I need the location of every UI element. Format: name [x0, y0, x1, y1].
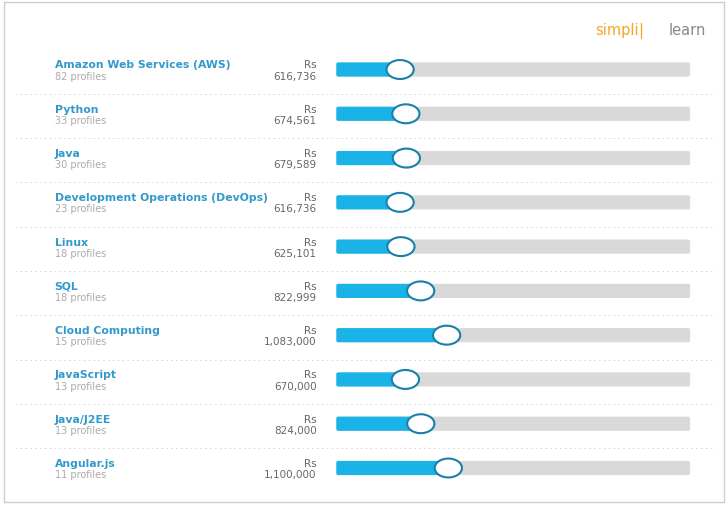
Text: 13 profiles: 13 profiles — [55, 381, 106, 391]
FancyBboxPatch shape — [336, 373, 690, 387]
FancyBboxPatch shape — [336, 461, 451, 475]
Text: Java: Java — [55, 148, 81, 159]
Text: Linux: Linux — [55, 237, 87, 247]
Circle shape — [387, 61, 414, 80]
Text: 625,101: 625,101 — [274, 248, 317, 258]
Text: 674,561: 674,561 — [274, 116, 317, 126]
Text: Angular.js: Angular.js — [55, 458, 115, 468]
FancyBboxPatch shape — [4, 3, 724, 502]
Text: Rs: Rs — [304, 148, 317, 159]
FancyBboxPatch shape — [336, 63, 403, 77]
Text: Amazon Web Services (AWS): Amazon Web Services (AWS) — [55, 60, 230, 70]
Text: 616,736: 616,736 — [274, 204, 317, 214]
Circle shape — [387, 193, 414, 213]
Text: learn: learn — [669, 23, 706, 38]
Circle shape — [433, 326, 460, 345]
Text: 13 profiles: 13 profiles — [55, 425, 106, 435]
Text: 18 profiles: 18 profiles — [55, 248, 106, 258]
Text: 822,999: 822,999 — [274, 292, 317, 302]
Circle shape — [393, 149, 420, 168]
Text: Development Operations (DevOps): Development Operations (DevOps) — [55, 193, 267, 203]
Text: 679,589: 679,589 — [274, 160, 317, 170]
Text: 616,736: 616,736 — [274, 71, 317, 81]
Text: Rs: Rs — [304, 60, 317, 70]
FancyBboxPatch shape — [336, 108, 408, 122]
Circle shape — [435, 459, 462, 478]
Text: Cloud Computing: Cloud Computing — [55, 325, 159, 335]
FancyBboxPatch shape — [336, 108, 690, 122]
Text: Rs: Rs — [304, 237, 317, 247]
Text: SQL: SQL — [55, 281, 79, 291]
Text: Rs: Rs — [304, 281, 317, 291]
Text: 82 profiles: 82 profiles — [55, 71, 106, 81]
Text: 15 profiles: 15 profiles — [55, 336, 106, 346]
FancyBboxPatch shape — [336, 284, 423, 298]
FancyBboxPatch shape — [336, 196, 403, 210]
Circle shape — [407, 282, 435, 301]
Text: 23 profiles: 23 profiles — [55, 204, 106, 214]
FancyBboxPatch shape — [336, 152, 690, 166]
Circle shape — [392, 370, 419, 389]
Text: JavaScript: JavaScript — [55, 370, 116, 380]
Text: 11 profiles: 11 profiles — [55, 469, 106, 479]
Text: 30 profiles: 30 profiles — [55, 160, 106, 170]
Text: Rs: Rs — [304, 370, 317, 380]
FancyBboxPatch shape — [336, 328, 690, 342]
Text: Rs: Rs — [304, 414, 317, 424]
Text: 1,100,000: 1,100,000 — [264, 469, 317, 479]
Text: Rs: Rs — [304, 193, 317, 203]
Circle shape — [407, 415, 435, 433]
Text: 1,083,000: 1,083,000 — [264, 336, 317, 346]
FancyBboxPatch shape — [336, 152, 408, 166]
FancyBboxPatch shape — [336, 417, 423, 431]
Text: Java/J2EE: Java/J2EE — [55, 414, 111, 424]
FancyBboxPatch shape — [336, 196, 690, 210]
FancyBboxPatch shape — [336, 63, 690, 77]
Text: 33 profiles: 33 profiles — [55, 116, 106, 126]
Text: 670,000: 670,000 — [274, 381, 317, 391]
FancyBboxPatch shape — [336, 240, 403, 254]
FancyBboxPatch shape — [336, 417, 690, 431]
Text: Rs: Rs — [304, 325, 317, 335]
Text: |: | — [638, 23, 644, 39]
Circle shape — [392, 105, 419, 124]
FancyBboxPatch shape — [336, 284, 690, 298]
FancyBboxPatch shape — [336, 461, 690, 475]
Circle shape — [387, 238, 414, 257]
FancyBboxPatch shape — [336, 373, 408, 387]
Text: 824,000: 824,000 — [274, 425, 317, 435]
Text: 18 profiles: 18 profiles — [55, 292, 106, 302]
FancyBboxPatch shape — [336, 328, 449, 342]
Text: Rs: Rs — [304, 458, 317, 468]
Text: Rs: Rs — [304, 105, 317, 115]
Text: simpli: simpli — [595, 23, 638, 38]
FancyBboxPatch shape — [336, 240, 690, 254]
Text: Python: Python — [55, 105, 98, 115]
